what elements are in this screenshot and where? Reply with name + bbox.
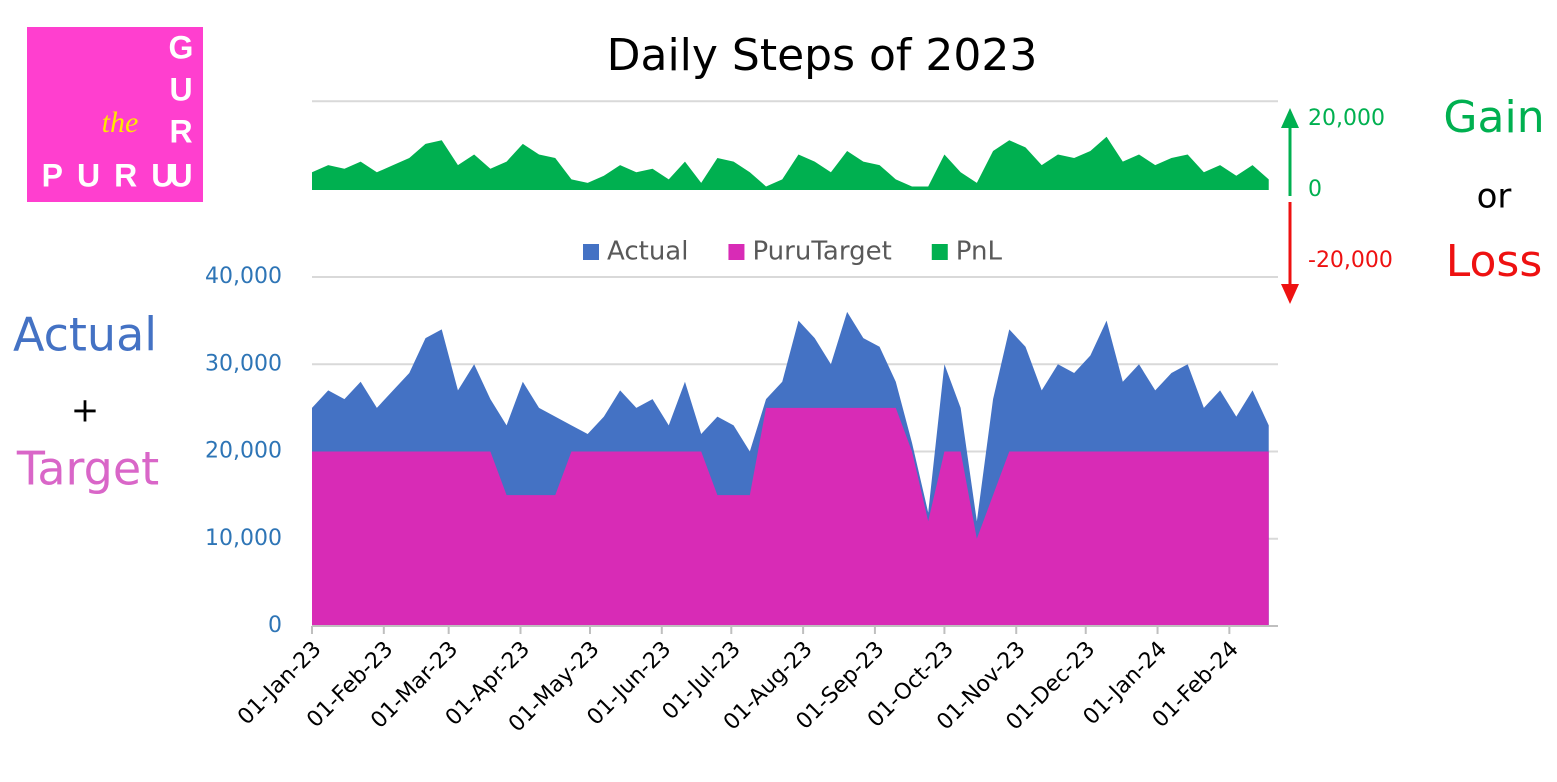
- annotation: +: [71, 391, 100, 431]
- logo-text: U: [169, 157, 192, 193]
- logo-text: the: [102, 106, 139, 139]
- y-tick-label: 10,000: [205, 526, 282, 551]
- y2-tick-label: 20,000: [1308, 106, 1385, 131]
- logo: [27, 27, 203, 202]
- loss-arrow: [1281, 284, 1299, 304]
- logo-text: PURU: [42, 157, 189, 193]
- y-tick-label: 0: [268, 613, 282, 638]
- annotation: Target: [16, 442, 159, 496]
- y-tick-label: 30,000: [205, 351, 282, 376]
- legend-label: PuruTarget: [752, 237, 891, 267]
- annotation: Loss: [1446, 236, 1543, 287]
- y2-tick-label: -20,000: [1308, 248, 1393, 273]
- legend-swatch: [728, 244, 745, 260]
- y-tick-label: 40,000: [205, 264, 282, 289]
- area: [312, 407, 1269, 626]
- legend-label: Actual: [607, 237, 688, 267]
- logo-text: G: [169, 29, 194, 65]
- annotation: Gain: [1443, 92, 1544, 143]
- legend-label: PnL: [956, 237, 1003, 267]
- logo-text: R: [169, 113, 192, 149]
- plot: 010,00020,00030,00040,00020,0000-20,0000…: [205, 100, 1393, 737]
- gain-arrow: [1281, 108, 1299, 128]
- annotation: Actual: [13, 308, 157, 362]
- legend-swatch: [931, 244, 948, 260]
- legend-swatch: [583, 244, 599, 260]
- annotation: or: [1477, 177, 1512, 217]
- logo-text: U: [169, 71, 192, 107]
- chart-title: Daily Steps of 2023: [607, 30, 1038, 81]
- legend: Actual PuruTarget PnL: [548, 230, 1080, 274]
- y-tick-label: 20,000: [205, 439, 282, 464]
- area: [312, 136, 1269, 190]
- y2-tick-label: 0: [1308, 177, 1322, 202]
- legend-bg: [548, 230, 1080, 274]
